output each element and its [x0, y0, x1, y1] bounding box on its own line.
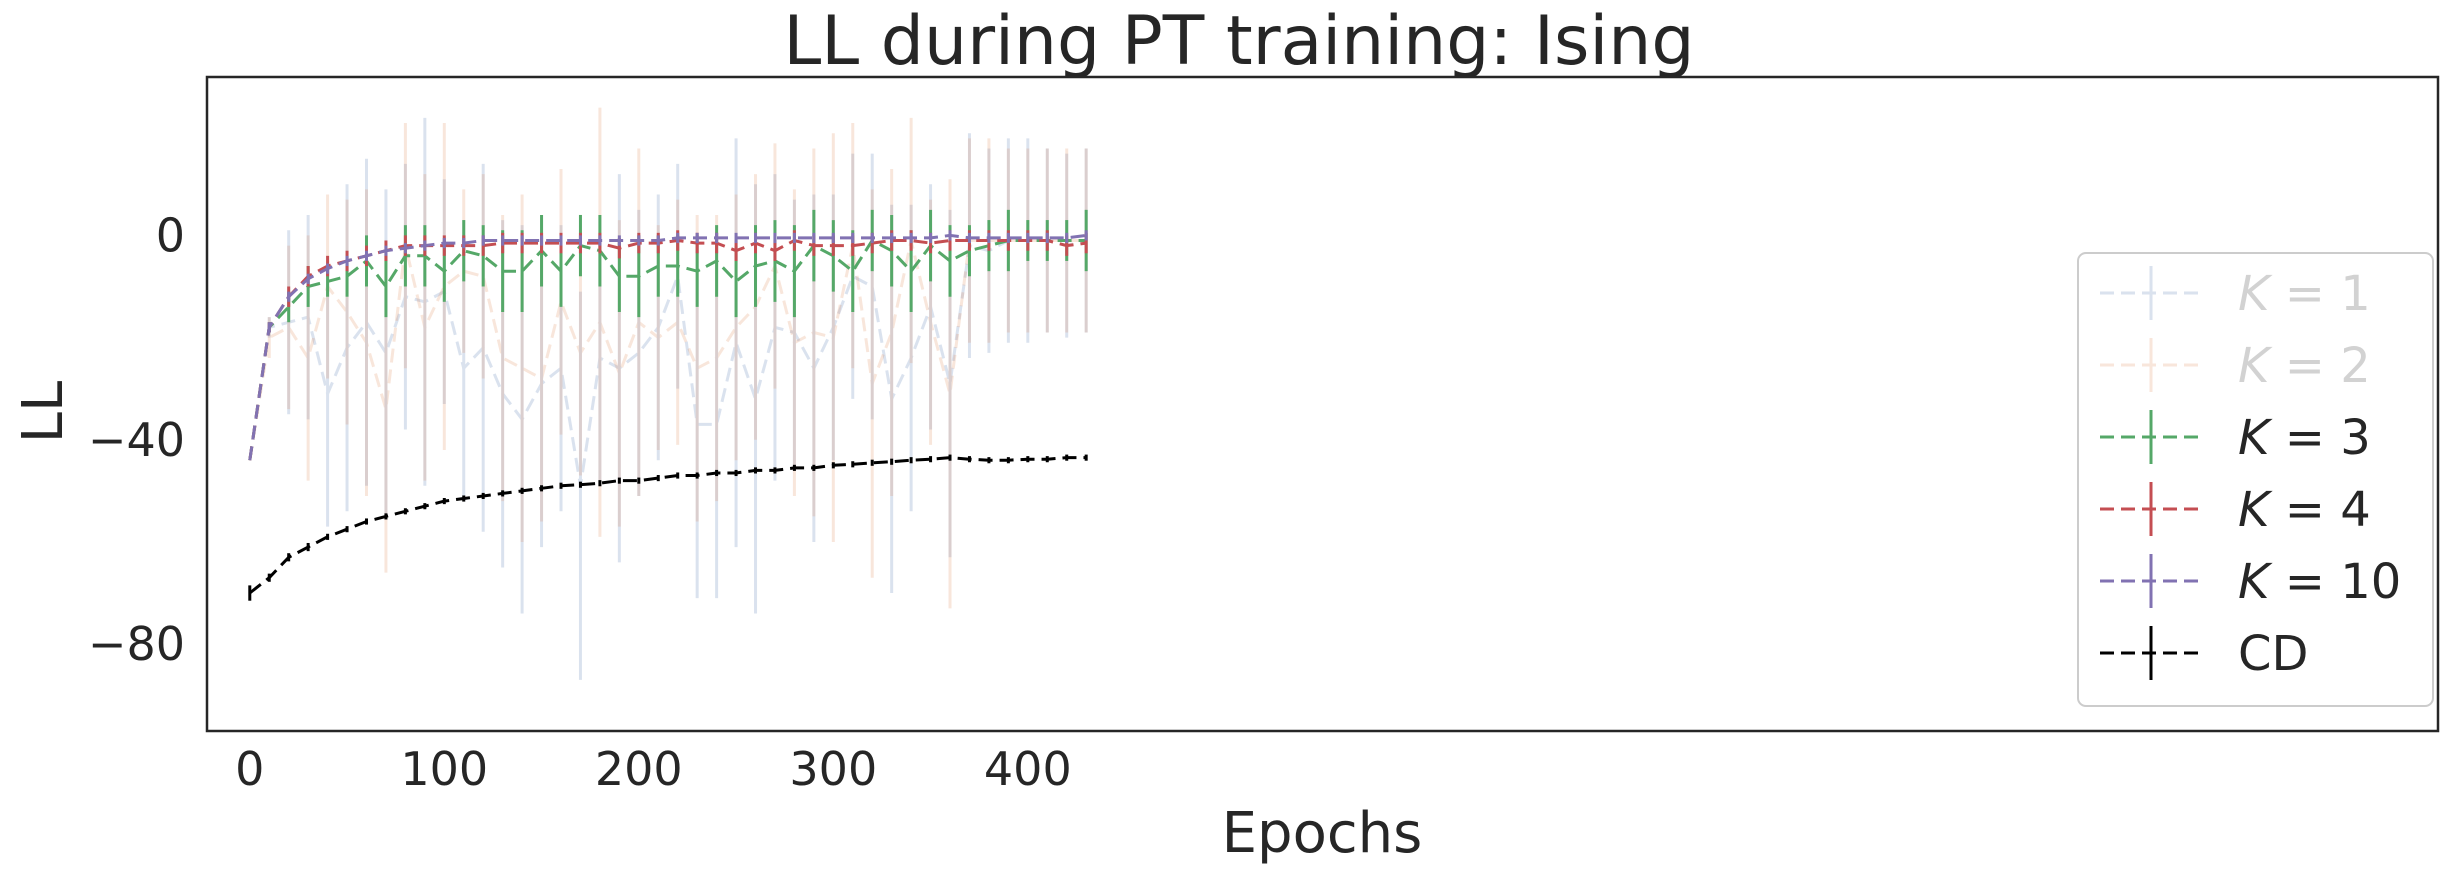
- legend-box: [2077, 252, 2434, 707]
- legend-label-text: = 10: [2269, 554, 2401, 610]
- legend-label-math: K: [2238, 410, 2273, 466]
- legend-label: K = 3: [2238, 410, 2371, 466]
- series-line: [248, 456, 1087, 595]
- series-line: [248, 239, 1087, 461]
- x-tick-label: 100: [400, 742, 488, 796]
- legend-entry-1: K = 2: [2100, 338, 2371, 394]
- plot-area: [248, 107, 1088, 680]
- x-axis-label: Epochs: [1222, 801, 1423, 866]
- y-tick-label: −80: [88, 617, 185, 671]
- legend-label: K = 2: [2238, 338, 2371, 394]
- legend-label: K = 1: [2238, 266, 2371, 322]
- x-tick-label: 200: [595, 742, 683, 796]
- series-line: [248, 238, 1087, 461]
- series-line: [248, 238, 1087, 461]
- series-line: [248, 239, 1087, 487]
- legend-label-text: = 3: [2269, 410, 2370, 466]
- x-tick-labels: 0 100 200 300 400: [235, 742, 1072, 796]
- legend-entry-4: K = 10: [2100, 554, 2401, 610]
- y-tick-label: −40: [88, 413, 185, 467]
- x-tick-label: 0: [235, 742, 264, 796]
- chart-title: LL during PT training: Ising: [783, 2, 1694, 81]
- plot-frame: [205, 75, 2440, 733]
- series-5: [248, 454, 1088, 601]
- y-tick-label: 0: [156, 208, 185, 262]
- legend-label-text: = 4: [2269, 482, 2370, 538]
- legend-label-math: K: [2238, 338, 2273, 394]
- series-4: [248, 230, 1088, 461]
- legend-label-text: CD: [2238, 626, 2308, 682]
- legend-label-math: K: [2238, 554, 2273, 610]
- y-axis-label: LL: [11, 381, 76, 443]
- legend-entry-5: CD: [2100, 626, 2308, 682]
- legend-entry-0: K = 1: [2100, 266, 2371, 322]
- legend-label-math: K: [2238, 482, 2273, 538]
- x-tick-label: 400: [984, 742, 1072, 796]
- series-2: [248, 209, 1088, 461]
- series-1: [248, 107, 1088, 609]
- legend-label: K = 4: [2238, 482, 2371, 538]
- legend-label: K = 10: [2238, 554, 2401, 610]
- legend-label-math: K: [2238, 266, 2273, 322]
- legend-entry-3: K = 4: [2100, 482, 2371, 538]
- y-tick-labels: 0 −40 −80: [88, 208, 185, 671]
- legend-label-text: = 1: [2269, 266, 2370, 322]
- x-tick-label: 300: [789, 742, 877, 796]
- legend-entry-2: K = 3: [2100, 410, 2371, 466]
- legend-label-text: = 2: [2269, 338, 2370, 394]
- legend-label: CD: [2238, 626, 2308, 682]
- series-line: [248, 233, 1087, 461]
- series-0: [248, 117, 1088, 680]
